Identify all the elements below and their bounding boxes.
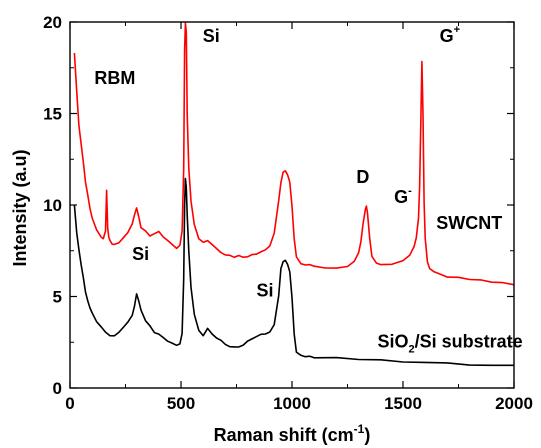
x-axis-title: Raman shift (cm-1) [214,422,371,445]
annotation-layer: RBM Si G+ D G- SWCNT Si Si SiO2/Si substrate [94,24,522,356]
annotation-label: SiO2/Si substrate [377,332,522,356]
x-tick-label: 2000 [495,394,533,413]
annotation-label: SWCNT [436,213,502,233]
annotation-label: Si [132,244,149,264]
axes-layer: 0 500 1000 1500 2000 0 5 10 15 20 [43,13,533,413]
annotation-label: G- [394,185,412,207]
y-axis-title: Intensity (a.u) [10,149,30,266]
y-tick-label: 10 [43,196,62,215]
annotation-label: G+ [440,24,460,46]
x-axis-title-sup: -1 [354,422,365,436]
x-tick-label: 0 [65,394,74,413]
annotation-label: Si [256,281,273,301]
x-tick-label: 1500 [384,394,422,413]
x-axis-title-main: Raman shift (cm [214,425,354,445]
y-tick-label: 5 [53,288,62,307]
x-tick-label: 1000 [273,394,311,413]
annotation-label: D [356,167,369,187]
series-line-substrate [73,177,514,367]
series-line-swcnt [73,22,514,286]
annotation-label: Si [203,26,220,46]
y-tick-label: 15 [43,105,62,124]
x-axis-title-end: ) [364,425,370,445]
plot-layer [73,22,514,367]
y-tick-label: 0 [53,379,62,398]
y-tick-label: 20 [43,13,62,32]
x-tick-label: 500 [167,394,195,413]
annotation-label: RBM [94,68,135,88]
